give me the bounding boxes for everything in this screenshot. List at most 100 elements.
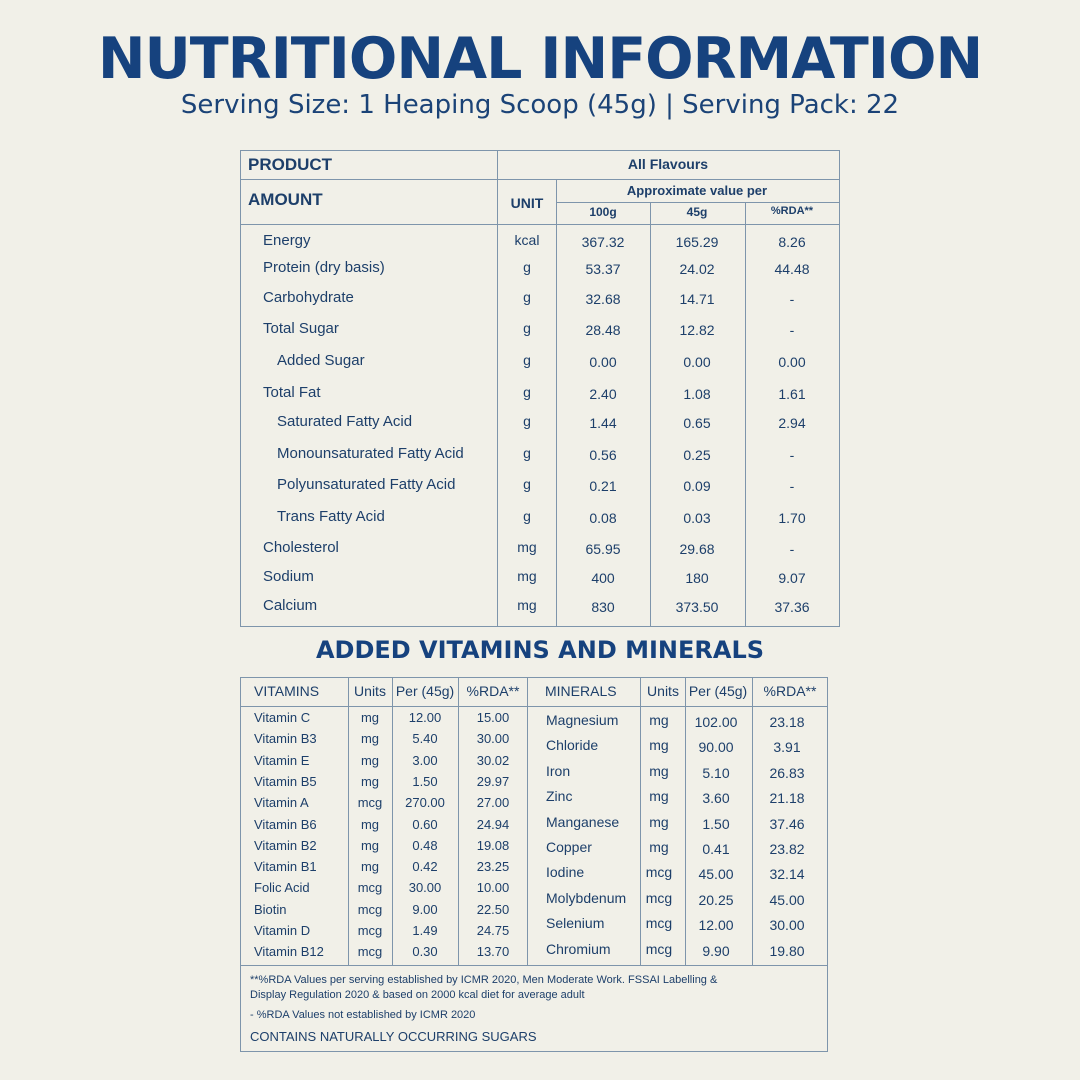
vitamin-name: Vitamin B12: [254, 944, 324, 960]
vitamin-rda: 23.25: [476, 859, 510, 875]
nutrient-name: Saturated Fatty Acid: [277, 413, 413, 430]
nutrient-value-rda: 44.48: [774, 261, 810, 277]
vitamin-rda: 15.00: [476, 710, 510, 725]
vitamin-name: Vitamin A: [254, 795, 309, 811]
vitamin-name: Vitamin B1: [254, 859, 317, 875]
col-45g-header: 45g: [686, 205, 708, 219]
vitamin-per-serving: 5.40: [412, 731, 438, 747]
mineral-per-serving: 3.60: [702, 790, 730, 807]
col-rda-header: %RDA**: [770, 205, 814, 217]
nutrient-value-45g: 0.09: [683, 478, 711, 494]
vitamin-per-serving: 12.00: [408, 710, 442, 725]
nutrient-value-rda: 0.00: [778, 354, 806, 370]
vitamin-unit: mg: [360, 859, 380, 875]
nutrient-unit: g: [523, 413, 531, 429]
vitamin-per-serving: 0.42: [412, 859, 438, 875]
mineral-rda: 37.46: [769, 815, 805, 832]
vitamin-per-serving: 1.49: [412, 923, 438, 938]
divider: [458, 677, 459, 965]
nutrient-name: Total Fat: [263, 384, 321, 401]
vitamin-unit: mcg: [357, 880, 383, 896]
vitamin-name: Vitamin B5: [254, 773, 317, 789]
vitamin-unit: mg: [360, 773, 380, 789]
vitamin-per-serving: 270.00: [405, 795, 445, 811]
minerals-header: MINERALS: [545, 683, 617, 699]
vitamin-name: Vitamin C: [254, 710, 311, 725]
nutrient-value-100g: 32.68: [585, 291, 621, 307]
vitamin-name: Vitamin D: [254, 923, 311, 938]
vitamin-name: Folic Acid: [254, 880, 310, 896]
nutrient-name: Monounsaturated Fatty Acid: [277, 445, 464, 462]
nutrient-value-rda: -: [789, 541, 795, 557]
vitamin-name: Vitamin B3: [254, 731, 317, 747]
divider: [556, 179, 557, 627]
mineral-name: Zinc: [546, 788, 573, 805]
footnote-not-established: - %RDA Values not established by ICMR 20…: [250, 1009, 476, 1021]
nutrient-value-rda: 1.61: [778, 386, 806, 402]
mineral-unit: mg: [649, 788, 669, 805]
nutrient-value-45g: 29.68: [679, 541, 715, 557]
mineral-per-serving: 20.25: [698, 891, 734, 908]
nutrient-name: Carbohydrate: [263, 289, 354, 306]
nutrient-value-100g: 0.21: [589, 478, 617, 494]
vitamin-rda: 22.50: [476, 901, 510, 917]
divider: [240, 224, 840, 225]
vitamins-minerals-title: ADDED VITAMINS AND MINERALS: [315, 636, 765, 664]
vitamin-per-serving: 30.00: [408, 880, 442, 896]
nutrient-unit: g: [523, 320, 531, 336]
vitamin-per-serving: 9.00: [412, 901, 438, 917]
nutrient-name: Added Sugar: [277, 352, 365, 369]
mineral-per-serving: 5.10: [702, 764, 730, 781]
nutrient-value-rda: -: [789, 478, 795, 494]
mineral-rda: 23.18: [769, 714, 805, 730]
vitamin-rda: 24.75: [476, 923, 510, 938]
vitamin-per-serving: 0.60: [412, 816, 438, 832]
nutrient-value-45g: 165.29: [675, 234, 719, 250]
nutrient-value-rda: 9.07: [778, 570, 806, 586]
mineral-name: Magnesium: [546, 712, 619, 728]
divider: [240, 965, 828, 966]
vitamin-per-serving: 0.48: [412, 837, 438, 853]
nutrient-unit: g: [523, 289, 531, 305]
mineral-unit: mcg: [645, 864, 673, 881]
mineral-rda: 32.14: [769, 866, 805, 883]
divider: [556, 202, 840, 203]
nutrient-name: Total Sugar: [263, 320, 339, 337]
nutrient-name: Trans Fatty Acid: [277, 508, 385, 525]
nutrient-value-100g: 65.95: [585, 541, 621, 557]
nutrient-value-45g: 24.02: [679, 261, 715, 277]
page-title: NUTRITIONAL INFORMATION: [97, 26, 983, 92]
vitamin-rda: 10.00: [476, 880, 510, 896]
mineral-name: Copper: [546, 839, 592, 855]
rda-header: %RDA**: [763, 683, 817, 699]
nutrient-name: Energy: [263, 232, 311, 249]
vitamin-name: Vitamin E: [254, 752, 310, 768]
divider: [752, 677, 753, 965]
nutrient-unit: g: [523, 352, 531, 368]
divider: [650, 202, 651, 627]
mineral-name: Iodine: [546, 864, 585, 881]
mineral-name: Molybdenum: [546, 889, 627, 906]
product-header: PRODUCT: [248, 155, 333, 174]
nutrient-value-100g: 28.48: [585, 322, 621, 338]
nutrient-value-rda: -: [789, 447, 795, 463]
units-header: Units: [354, 683, 386, 699]
mineral-rda: 45.00: [769, 891, 805, 908]
divider: [497, 150, 498, 627]
mineral-per-serving: 12.00: [698, 917, 734, 934]
mineral-unit: mg: [649, 737, 669, 754]
approx-header: Approximate value per: [626, 183, 768, 198]
nutrient-value-45g: 14.71: [679, 291, 715, 307]
divider: [745, 202, 746, 627]
nutrient-unit: g: [523, 508, 531, 524]
nutrient-value-100g: 2.40: [589, 386, 617, 402]
divider: [685, 677, 686, 965]
mineral-per-serving: 102.00: [694, 714, 738, 730]
nutrient-unit: mg: [517, 597, 537, 613]
vitamin-rda: 24.94: [476, 816, 510, 832]
mineral-per-serving: 90.00: [698, 739, 734, 756]
nutrient-value-100g: 830: [591, 599, 615, 615]
vitamin-per-serving: 3.00: [412, 752, 438, 768]
nutrient-value-45g: 1.08: [683, 386, 711, 402]
mineral-name: Chromium: [546, 940, 611, 957]
